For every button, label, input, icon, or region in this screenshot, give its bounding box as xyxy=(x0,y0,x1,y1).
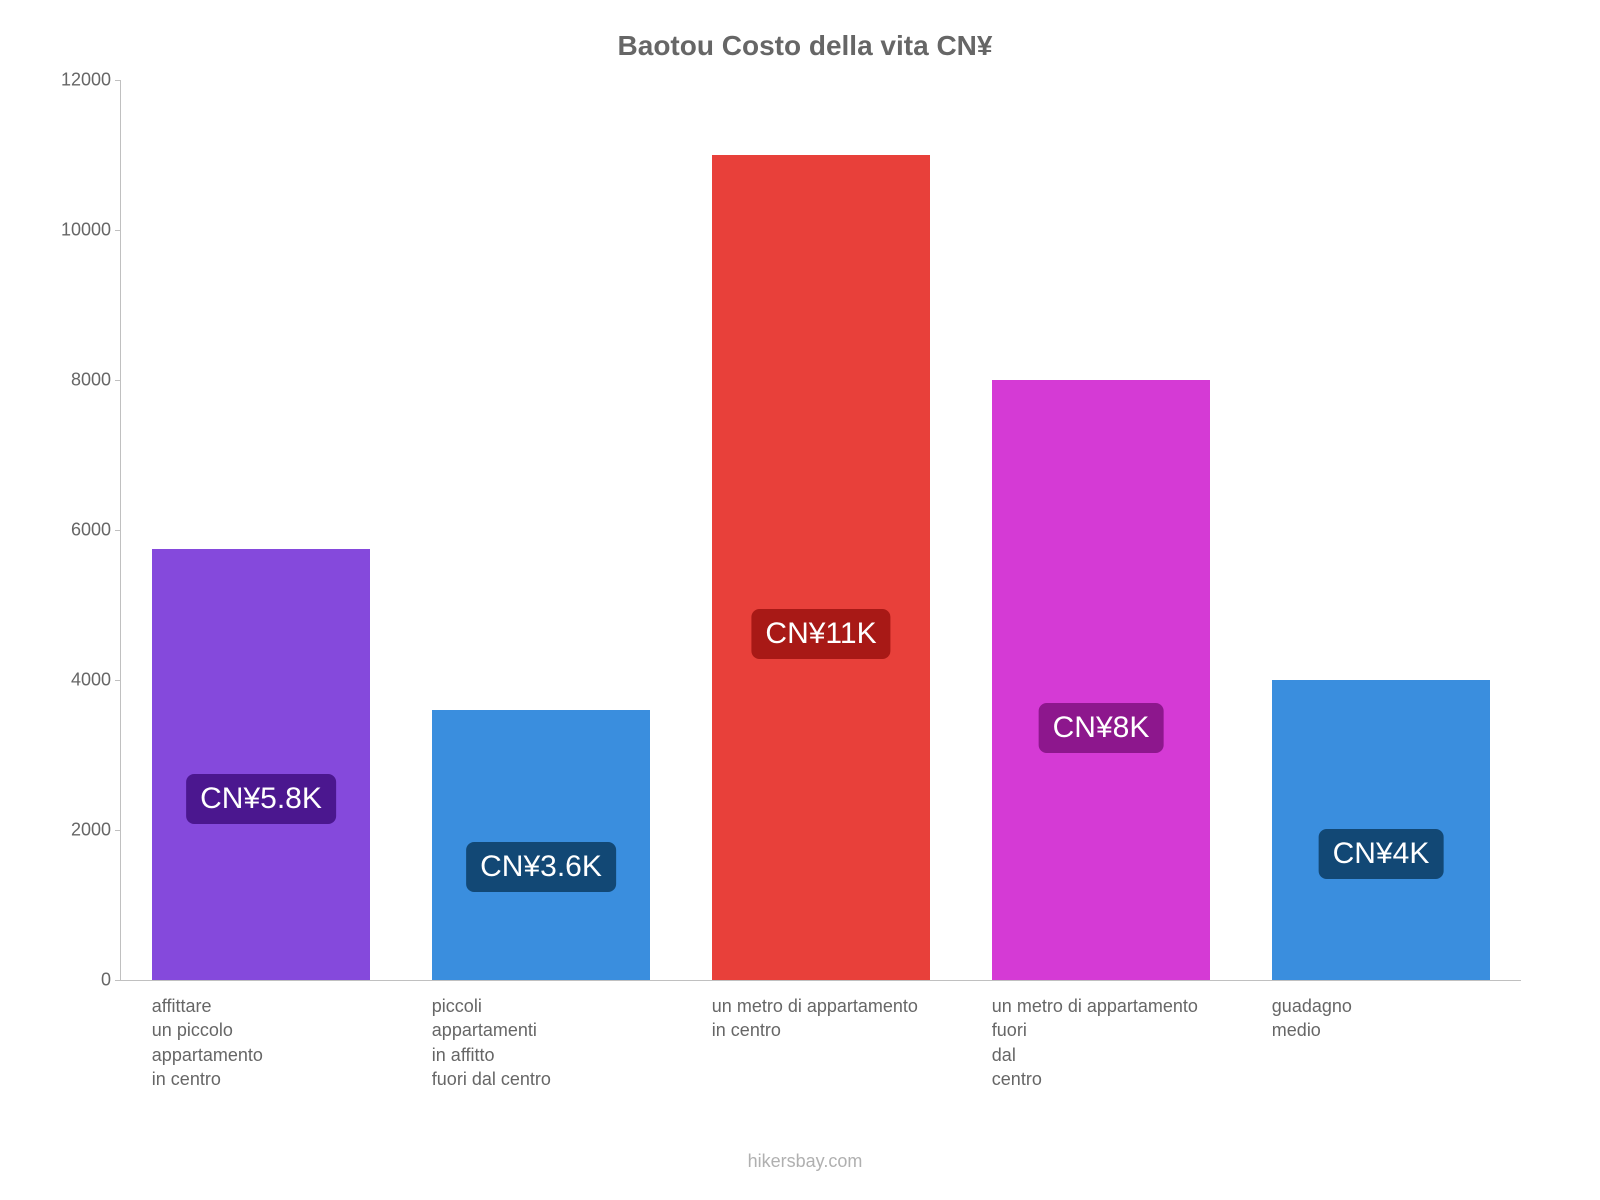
x-tick-label: piccoli appartamenti in affitto fuori da… xyxy=(432,994,712,1091)
y-tick-label: 6000 xyxy=(61,520,111,541)
x-tick-label: un metro di appartamento in centro xyxy=(712,994,992,1043)
x-tick-label: affittare un piccolo appartamento in cen… xyxy=(152,994,432,1091)
attribution-text: hikersbay.com xyxy=(60,1151,1550,1172)
plot-area: 020004000600080001000012000CN¥5.8Kaffitt… xyxy=(120,80,1521,981)
y-tick-mark xyxy=(115,380,121,381)
bar-value-label: CN¥11K xyxy=(751,609,890,659)
y-tick-label: 4000 xyxy=(61,670,111,691)
y-tick-label: 10000 xyxy=(61,220,111,241)
y-tick-label: 0 xyxy=(61,970,111,991)
y-tick-label: 12000 xyxy=(61,70,111,91)
bar xyxy=(992,380,1210,980)
bar xyxy=(712,155,930,980)
bar-value-label: CN¥4K xyxy=(1319,829,1444,879)
chart-title: Baotou Costo della vita CN¥ xyxy=(60,30,1550,62)
y-tick-mark xyxy=(115,230,121,231)
x-tick-label: guadagno medio xyxy=(1272,994,1552,1043)
bar xyxy=(152,549,370,980)
y-tick-label: 2000 xyxy=(61,820,111,841)
y-tick-label: 8000 xyxy=(61,370,111,391)
chart-container: Baotou Costo della vita CN¥ 020004000600… xyxy=(60,10,1550,1190)
y-tick-mark xyxy=(115,80,121,81)
x-tick-label: un metro di appartamento fuori dal centr… xyxy=(992,994,1272,1091)
y-tick-mark xyxy=(115,680,121,681)
y-tick-mark xyxy=(115,980,121,981)
bar-value-label: CN¥5.8K xyxy=(186,774,336,824)
bar-value-label: CN¥3.6K xyxy=(466,842,616,892)
y-tick-mark xyxy=(115,530,121,531)
bar-value-label: CN¥8K xyxy=(1039,703,1164,753)
y-tick-mark xyxy=(115,830,121,831)
